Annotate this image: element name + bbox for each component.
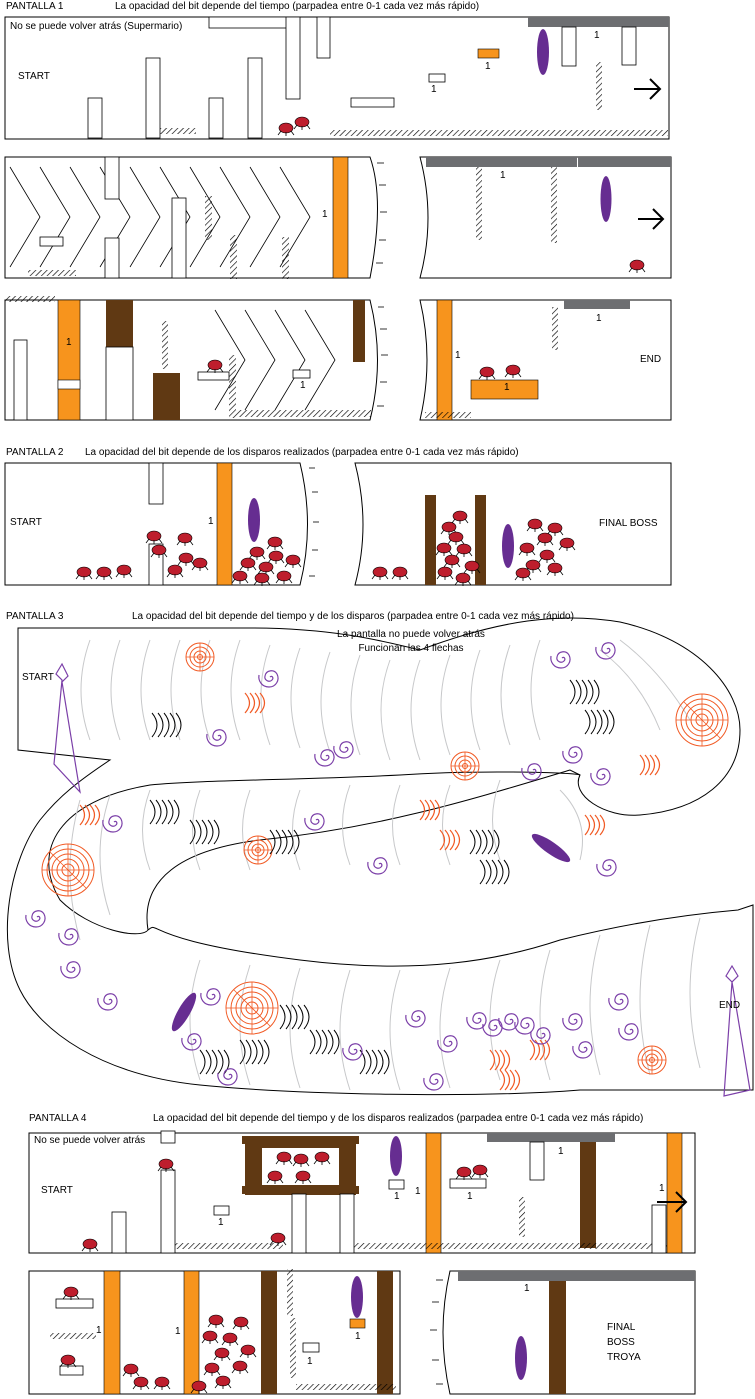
s3-worm-path bbox=[6, 617, 754, 1097]
s2-room-b bbox=[354, 462, 672, 587]
s1-label: PANTALLA 1 bbox=[6, 1, 64, 12]
s4-bit-b3: 1 bbox=[307, 1356, 313, 1367]
s1-bit-a1: 1 bbox=[431, 84, 437, 95]
s1-bit-e1: 1 bbox=[455, 350, 461, 361]
s4-title: La opacidad del bit depende del tiempo y… bbox=[153, 1113, 644, 1124]
s4-bit-c1: 1 bbox=[524, 1283, 530, 1294]
s4-bit-a2: 1 bbox=[394, 1191, 400, 1202]
s1-bit-e2: 1 bbox=[504, 382, 510, 393]
s1-end-label: END bbox=[640, 354, 662, 365]
s1-bit-b1: 1 bbox=[322, 209, 328, 220]
s4-bit-a1: 1 bbox=[218, 1217, 224, 1228]
s1-note: No se puede volver atrás (Supermario) bbox=[10, 21, 183, 32]
s2-room-a bbox=[4, 462, 319, 587]
s4-bit-b4: 1 bbox=[355, 1331, 361, 1342]
s4-bit-a4: 1 bbox=[467, 1191, 473, 1202]
s3-note-1: La pantalla no puede volver atrás bbox=[337, 629, 485, 640]
s4-note: No se puede volver atrás bbox=[34, 1135, 146, 1146]
s4-room-a bbox=[28, 1130, 696, 1254]
s4-bit-a3: 1 bbox=[415, 1186, 421, 1197]
s4-room-c bbox=[430, 1270, 696, 1395]
s1-bit-d2: 1 bbox=[300, 380, 306, 391]
s2-start-label: START bbox=[10, 517, 42, 528]
s4-boss-line-3: TROYA bbox=[607, 1352, 641, 1363]
s3-label: PANTALLA 3 bbox=[6, 611, 64, 622]
s3-start-label: START bbox=[22, 672, 54, 683]
s4-bit-b1: 1 bbox=[96, 1325, 102, 1336]
s4-start-label: START bbox=[41, 1185, 73, 1196]
s4-label: PANTALLA 4 bbox=[29, 1113, 87, 1124]
s2-label: PANTALLA 2 bbox=[6, 447, 64, 458]
s4-bit-a6: 1 bbox=[659, 1183, 665, 1194]
s1-title: La opacidad del bit depende del tiempo (… bbox=[115, 1, 480, 12]
s1-room-d bbox=[4, 296, 388, 421]
s1-bit-e3: 1 bbox=[596, 313, 602, 324]
s2-bit: 1 bbox=[208, 516, 214, 527]
s2-boss-label: FINAL BOSS bbox=[599, 518, 658, 529]
s1-start-label: START bbox=[18, 71, 50, 82]
s4-boss-line-2: BOSS bbox=[607, 1337, 635, 1348]
s1-room-b bbox=[4, 156, 387, 279]
s4-room-b bbox=[28, 1269, 401, 1395]
s1-room-c bbox=[419, 156, 672, 279]
s1-bit-d1: 1 bbox=[66, 337, 72, 348]
s1-bit-a2: 1 bbox=[485, 61, 491, 72]
s1-room-a bbox=[4, 16, 670, 140]
s1-bit-a3: 1 bbox=[594, 30, 600, 41]
s4-bit-a5: 1 bbox=[558, 1146, 564, 1157]
s1-room-e bbox=[419, 299, 672, 421]
s3-end-label: END bbox=[719, 1000, 741, 1011]
s2-title: La opacidad del bit depende de los dispa… bbox=[85, 447, 519, 458]
s1-bit-c1: 1 bbox=[500, 170, 506, 181]
s3-note-2: Funcionan las 4 flechas bbox=[358, 643, 464, 654]
s3-title: La opacidad del bit depende del tiempo y… bbox=[132, 611, 574, 622]
s4-boss-line-1: FINAL bbox=[607, 1322, 636, 1333]
s4-bit-b2: 1 bbox=[175, 1326, 181, 1337]
